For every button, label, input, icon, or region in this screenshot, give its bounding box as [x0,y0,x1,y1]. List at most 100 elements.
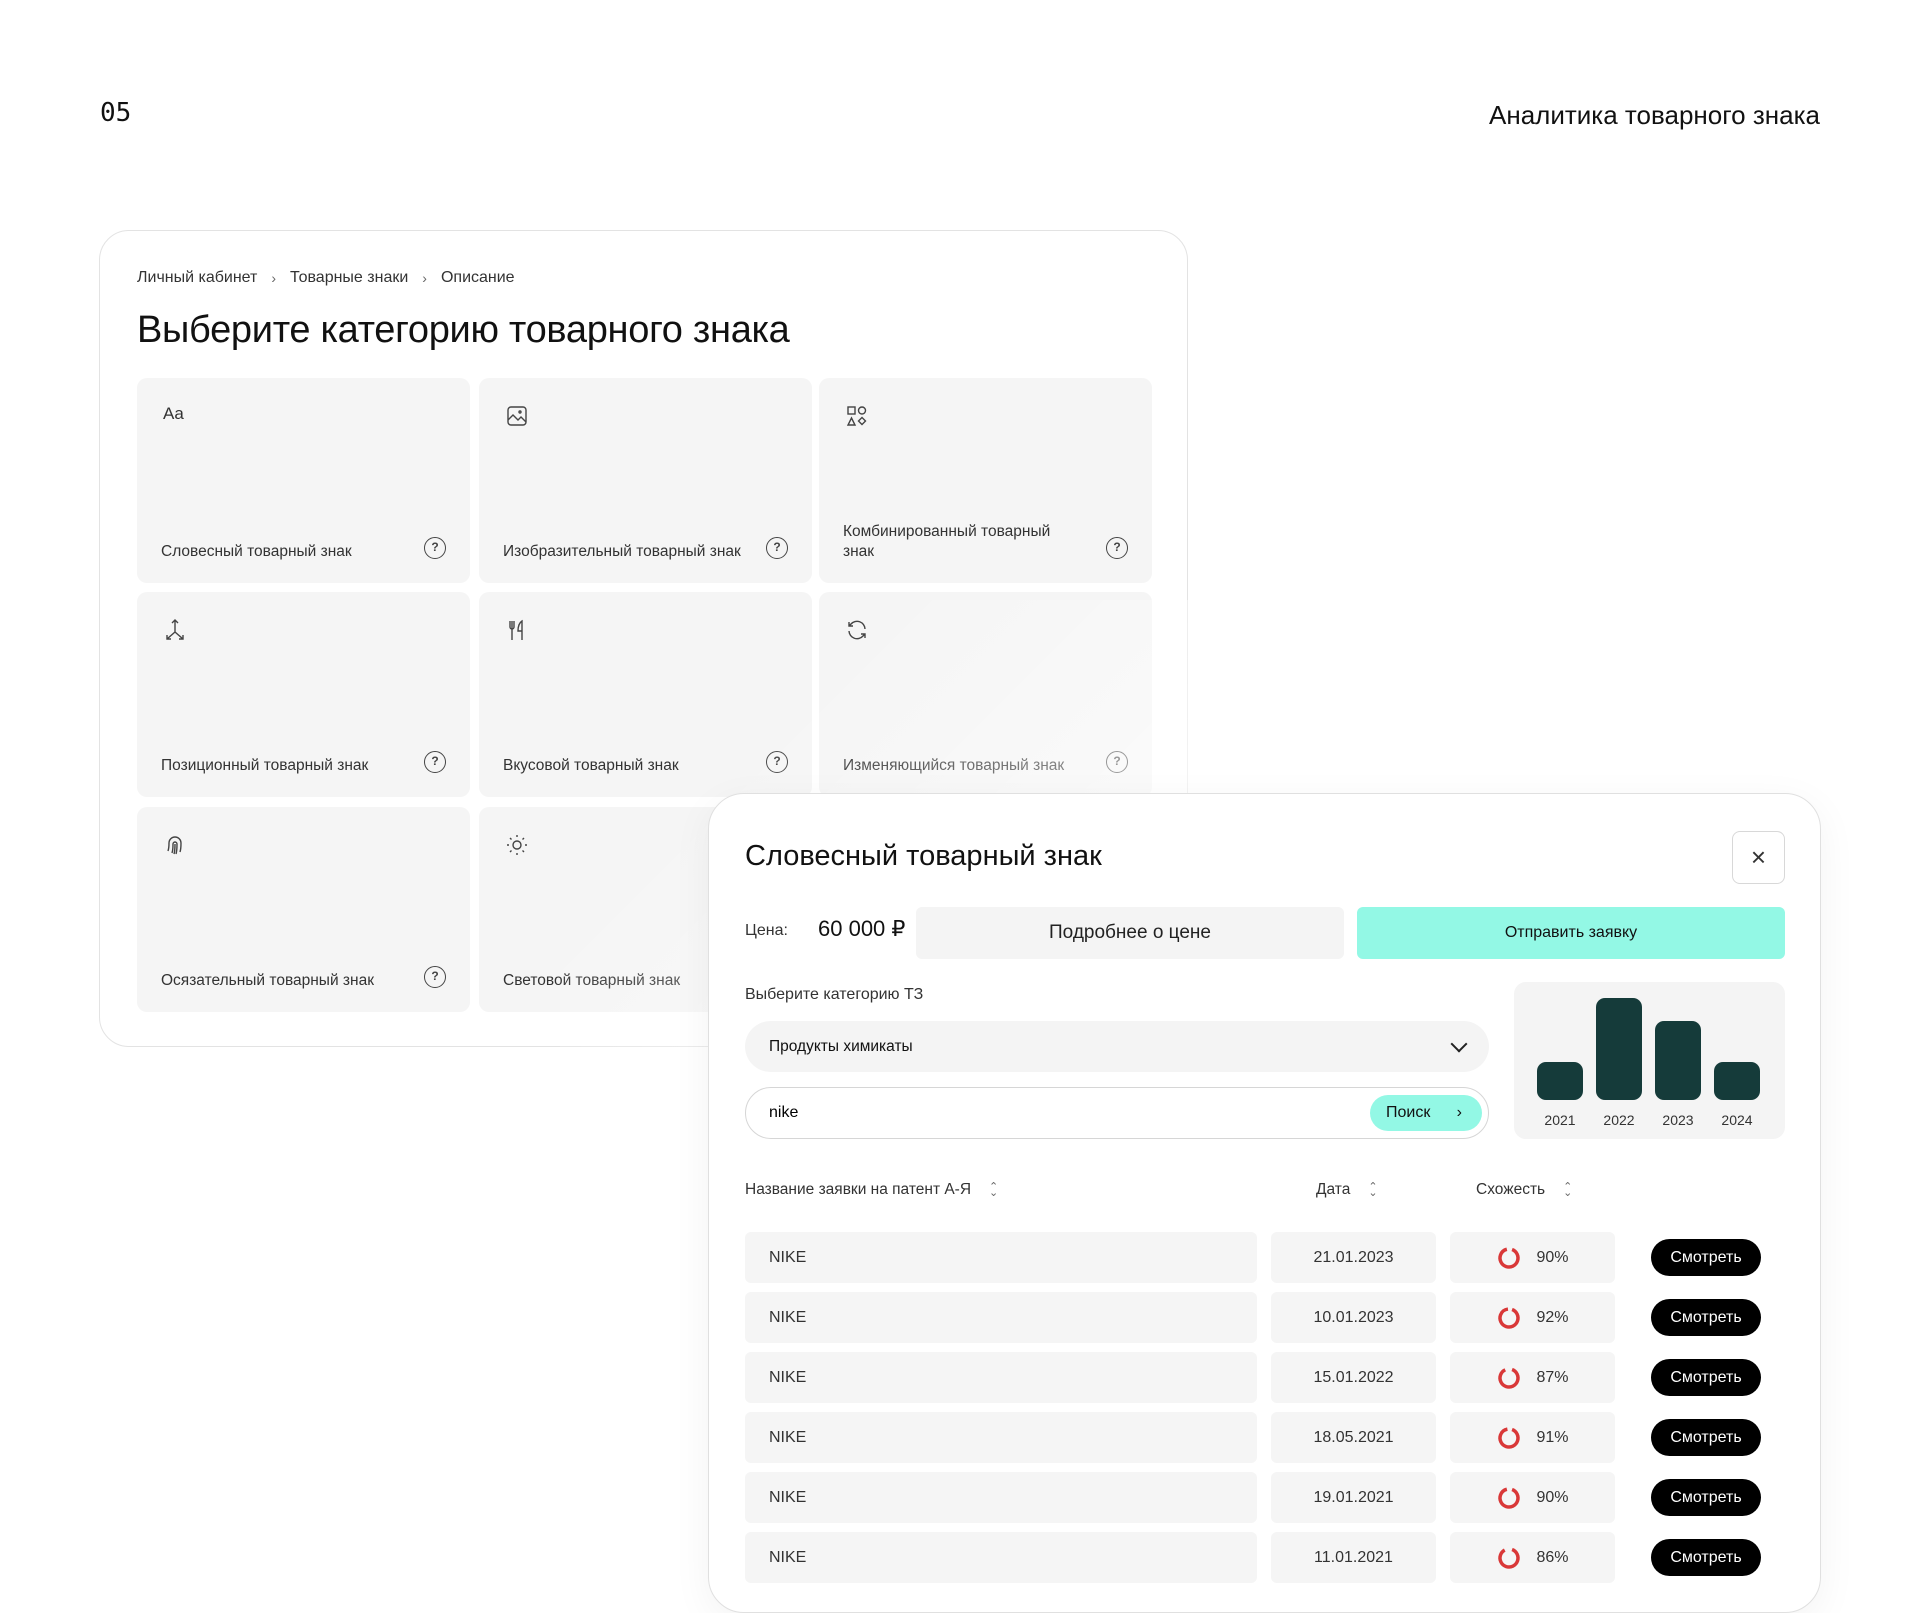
similarity-value: 86% [1536,1549,1569,1566]
page-title: Аналитика товарного знака [1489,100,1820,130]
view-button[interactable]: Смотреть [1651,1479,1761,1516]
column-header-label: Схожесть [1476,1181,1546,1198]
help-icon[interactable]: ? [424,966,446,988]
sort-icon: ⌃ ⌄ [1563,1180,1573,1199]
view-button[interactable]: Смотреть [1651,1539,1761,1576]
search-button-label: Поиск [1386,1104,1431,1121]
column-header-similarity[interactable]: Схожесть ⌃ ⌄ [1476,1181,1572,1199]
date-cell: 10.01.2023 [1271,1292,1436,1343]
bar-2021 [1537,1062,1583,1100]
view-button[interactable]: Смотреть [1651,1299,1761,1336]
search-input[interactable] [769,1088,1329,1138]
text-aa-icon: Aa [163,404,184,423]
trademark-modal: Словесный товарный знак × Цена: 60 000 ₽… [708,793,1821,1613]
modal-title: Словесный товарный знак [745,840,1102,872]
category-select[interactable]: Продукты химикаты [745,1021,1489,1072]
x-tick-label: 2021 [1544,1112,1576,1128]
category-select-value: Продукты химикаты [769,1038,913,1055]
similarity-ring-icon [1498,1247,1521,1269]
category-tile[interactable]: Позиционный товарный знак ? [137,592,470,797]
breadcrumb-item[interactable]: Товарные знаки [290,269,409,286]
name-cell: NIKE [745,1472,1257,1523]
sort-icon: ⌃ ⌄ [1368,1180,1378,1199]
x-tick-label: 2024 [1721,1112,1753,1128]
similarity-cell: 91% [1450,1412,1615,1463]
help-icon[interactable]: ? [424,537,446,559]
view-button[interactable]: Смотреть [1651,1359,1761,1396]
similarity-cell: 90% [1450,1472,1615,1523]
date-cell: 21.01.2023 [1271,1232,1436,1283]
similarity-value: 92% [1536,1309,1569,1326]
column-header-date[interactable]: Дата ⌃ ⌄ [1316,1181,1378,1199]
close-button[interactable]: × [1732,831,1785,884]
chevron-right-icon: › [1456,1104,1462,1121]
chevron-right-icon: › [271,270,277,286]
similarity-ring-icon [1498,1547,1521,1569]
bar-2024 [1714,1062,1760,1100]
similarity-cell: 87% [1450,1352,1615,1403]
column-header-label: Название заявки на патент А-Я [745,1181,972,1198]
chevron-down-icon [1450,1035,1468,1053]
fork-knife-icon [505,618,531,644]
name-cell: NIKE [745,1292,1257,1343]
date-cell: 19.01.2021 [1271,1472,1436,1523]
name-cell: NIKE [745,1412,1257,1463]
price-label: Цена: [745,922,788,939]
category-tile[interactable]: Осязательный товарный знак ? [137,807,470,1012]
view-button[interactable]: Смотреть [1651,1239,1761,1276]
column-header-label: Дата [1316,1181,1351,1198]
category-label: Осязательный товарный знак [161,971,374,989]
similarity-cell: 92% [1450,1292,1615,1343]
similarity-value: 90% [1536,1489,1569,1506]
category-tile[interactable]: Aa Словесный товарный знак ? [137,378,470,583]
help-icon[interactable]: ? [424,751,446,773]
category-tile[interactable]: Вкусовой товарный знак ? [479,592,812,797]
search-button[interactable]: Поиск › [1370,1095,1482,1131]
category-label: Выберите категорию ТЗ [745,986,924,1003]
similarity-cell: 90% [1450,1232,1615,1283]
category-label: Словесный товарный знак [161,542,352,560]
image-icon [505,404,531,430]
axes-arrows-icon [163,618,189,644]
name-cell: NIKE [745,1232,1257,1283]
bar-2023 [1655,1020,1701,1100]
submit-application-button[interactable]: Отправить заявку [1357,907,1785,959]
similarity-value: 90% [1536,1249,1569,1266]
x-tick-label: 2023 [1662,1112,1694,1128]
sort-icon: ⌃ ⌄ [989,1180,999,1199]
search-box: Поиск › [745,1087,1489,1139]
help-icon[interactable]: ? [1106,751,1128,773]
refresh-icon [845,618,871,644]
breadcrumb-item[interactable]: Личный кабинет [137,269,258,286]
similarity-ring-icon [1498,1307,1521,1329]
date-cell: 18.05.2021 [1271,1412,1436,1463]
help-icon[interactable]: ? [766,751,788,773]
chevron-right-icon: › [422,270,427,286]
date-cell: 15.01.2022 [1271,1352,1436,1403]
category-tile[interactable]: Изобразительный товарный знак ? [479,378,812,583]
heading: Выберите категорию товарного знака [137,309,790,351]
help-icon[interactable]: ? [766,537,788,559]
category-label: Изобразительный товарный знак [503,542,741,560]
help-icon[interactable]: ? [1106,537,1128,559]
price-value: 60 000 ₽ [818,916,906,941]
category-tile[interactable]: Изменяющийся товарный знак ? [819,592,1152,797]
breadcrumb-item: Описание [440,269,515,286]
view-button[interactable]: Смотреть [1651,1419,1761,1456]
date-cell: 11.01.2021 [1271,1532,1436,1583]
category-label: Вкусовой товарный знак [503,756,679,774]
similarity-cell: 86% [1450,1532,1615,1583]
bar-2022 [1596,998,1642,1100]
sun-icon [505,833,531,859]
similarity-ring-icon [1498,1487,1521,1509]
category-label: Изменяющийся товарный знак [843,756,1065,774]
name-cell: NIKE [745,1532,1257,1583]
column-header-name[interactable]: Название заявки на патент А-Я ⌃ ⌄ [745,1181,998,1199]
category-tile[interactable]: Комбинированный товарный знак ? [819,378,1152,583]
price-details-button[interactable]: Подробнее о цене [916,907,1344,959]
x-tick-label: 2022 [1603,1112,1635,1128]
shapes-icon [845,404,871,430]
close-icon: × [1750,842,1767,872]
year-bar-chart: 2021 2022 2023 2024 [1514,982,1785,1139]
fingerprint-icon [163,833,189,859]
